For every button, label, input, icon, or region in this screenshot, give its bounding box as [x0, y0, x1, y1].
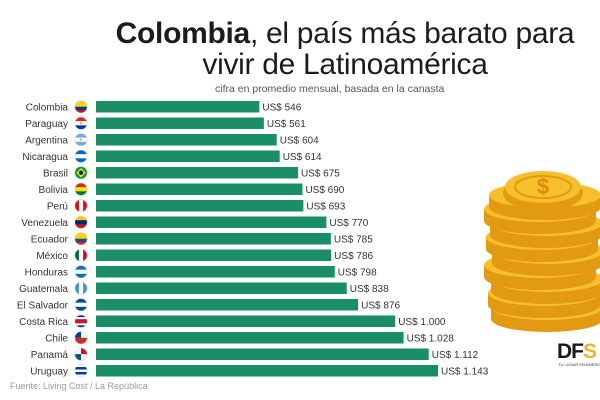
- value-label-colombia: US$ 546: [262, 102, 301, 113]
- value-label-peru: US$ 693: [306, 201, 345, 212]
- bar-peru: [96, 200, 304, 212]
- logo-accent: S: [583, 340, 597, 363]
- bar-honduras: [96, 266, 335, 278]
- value-label-chile: US$ 1.028: [407, 333, 455, 344]
- category-label-chile: Chile: [45, 333, 68, 344]
- honduras-flag-icon: [74, 265, 88, 278]
- bar-costa-rica: [96, 315, 396, 327]
- category-label-mexico: México: [36, 251, 68, 262]
- category-label-panama: Panamá: [31, 350, 69, 361]
- value-label-brasil: US$ 675: [301, 168, 340, 179]
- bar-venezuela: [96, 216, 327, 228]
- logo-main: DF: [557, 340, 584, 363]
- chart-title: Colombia, el país más barato para vivir …: [100, 18, 590, 80]
- dollar-sign-icon: $: [537, 174, 549, 199]
- mexico-flag-icon: [74, 249, 88, 262]
- category-label-ecuador: Ecuador: [31, 234, 69, 245]
- bar-el-salvador: [96, 299, 359, 311]
- uruguay-flag-icon: [74, 364, 88, 377]
- el-salvador-flag-icon: [74, 298, 88, 311]
- value-label-nicaragua: US$ 614: [283, 152, 322, 163]
- value-label-ecuador: US$ 785: [334, 234, 373, 245]
- category-label-argentina: Argentina: [25, 135, 68, 146]
- brazil-flag-icon: [74, 166, 88, 179]
- category-label-peru: Perú: [47, 201, 68, 212]
- bar-argentina: [96, 134, 277, 146]
- chile-flag-icon: [74, 331, 88, 344]
- category-label-costa-rica: Costa Rica: [19, 317, 68, 328]
- logo-tagline: TU LUGAR EN AMÉRICA: [558, 362, 600, 367]
- bar-brasil: [96, 167, 298, 179]
- value-label-el-salvador: US$ 876: [361, 300, 400, 311]
- value-label-panama: US$ 1.112: [432, 350, 479, 361]
- value-label-honduras: US$ 798: [338, 267, 377, 278]
- value-label-mexico: US$ 786: [334, 251, 373, 262]
- df-logo: DFS: [557, 340, 597, 364]
- venezuela-flag-icon: [74, 216, 88, 229]
- chart-subtitle: cifra en promedio mensual, basada en la …: [215, 83, 445, 95]
- category-label-honduras: Honduras: [25, 267, 68, 278]
- guatemala-flag-icon: [74, 282, 88, 295]
- bolivia-flag-icon: [74, 183, 88, 196]
- panama-flag-icon: [74, 348, 88, 361]
- paraguay-flag-icon: [74, 117, 88, 130]
- coin-stack-icon: $: [484, 171, 600, 332]
- value-label-venezuela: US$ 770: [329, 218, 368, 229]
- bar-ecuador: [96, 233, 331, 245]
- nicaragua-flag-icon: [74, 150, 88, 163]
- value-label-argentina: US$ 604: [280, 135, 319, 146]
- costa-rica-flag-icon: [74, 315, 88, 328]
- category-label-colombia: Colombia: [26, 102, 69, 113]
- source-note: Fuente: Living Cost / La República: [10, 381, 148, 391]
- value-label-costa-rica: US$ 1.000: [398, 317, 446, 328]
- bar-paraguay: [96, 117, 264, 129]
- value-label-guatemala: US$ 838: [350, 284, 389, 295]
- bar-nicaragua: [96, 150, 280, 162]
- category-label-guatemala: Guatemala: [19, 284, 68, 295]
- chart-title-bold: Colombia: [115, 17, 251, 50]
- bar-guatemala: [96, 282, 347, 294]
- category-label-bolivia: Bolivia: [39, 185, 69, 196]
- argentina-flag-icon: [74, 133, 88, 146]
- bar-mexico: [96, 249, 332, 261]
- bar-bolivia: [96, 183, 303, 195]
- category-label-el-salvador: El Salvador: [17, 300, 69, 311]
- bar-panama: [96, 348, 429, 360]
- category-label-uruguay: Uruguay: [30, 366, 68, 377]
- bar-chile: [96, 332, 404, 344]
- bar-colombia: [96, 101, 260, 113]
- value-label-paraguay: US$ 561: [267, 119, 306, 130]
- value-label-uruguay: US$ 1.143: [441, 366, 489, 377]
- value-label-bolivia: US$ 690: [305, 185, 344, 196]
- category-label-brasil: Brasil: [43, 168, 68, 179]
- colombia-flag-icon: [74, 100, 88, 113]
- chart-title-rest: , el país más barato para vivir de Latin…: [202, 17, 575, 81]
- ecuador-flag-icon: [74, 232, 88, 245]
- category-label-venezuela: Venezuela: [21, 218, 68, 229]
- category-label-nicaragua: Nicaragua: [22, 152, 68, 163]
- bar-uruguay: [96, 365, 438, 377]
- peru-flag-icon: [74, 199, 88, 212]
- category-label-paraguay: Paraguay: [25, 119, 68, 130]
